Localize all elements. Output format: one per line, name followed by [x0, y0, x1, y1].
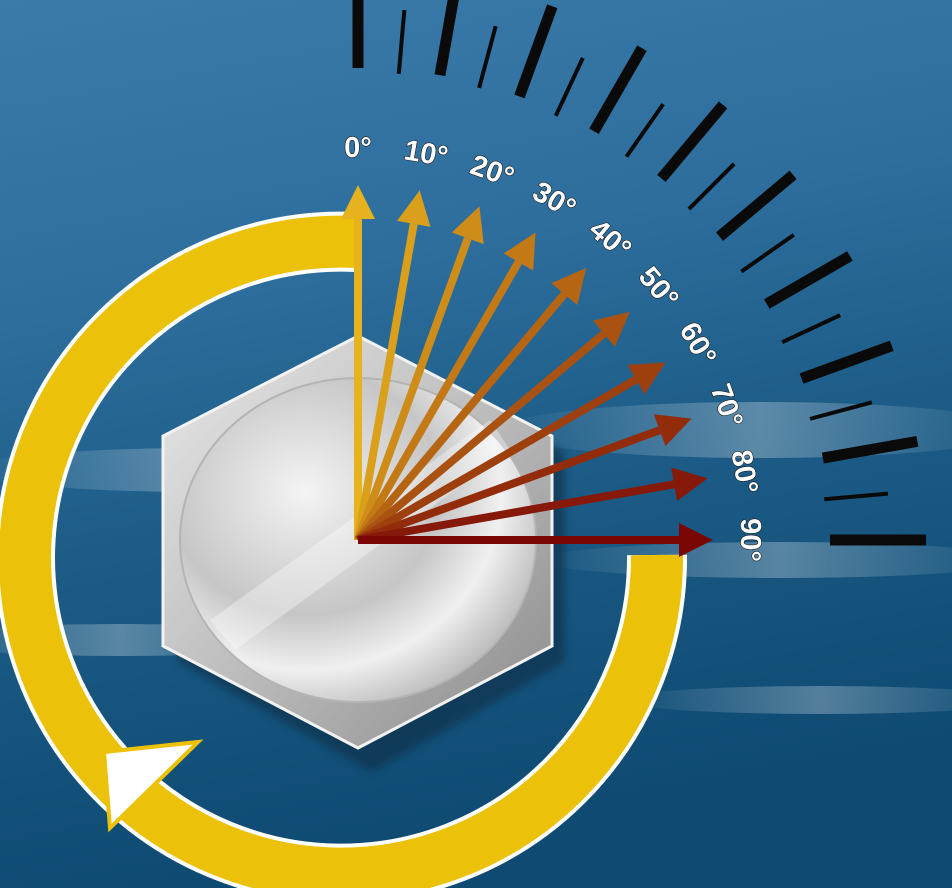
angle-arrow-90: [358, 523, 713, 557]
minor-tick-mark: [624, 103, 665, 158]
angle-scale-ticks: [352, 0, 926, 546]
minor-tick-mark: [477, 25, 498, 89]
major-tick-mark: [716, 170, 797, 241]
angle-arrow-40: [354, 268, 587, 543]
angle-arrow-20: [354, 206, 484, 542]
minor-tick-mark: [781, 313, 842, 345]
major-tick-mark: [799, 340, 894, 384]
angle-arrows: [341, 185, 713, 557]
angle-arrow-50: [355, 311, 630, 544]
clockwise-rotation-arrow-icon: [101, 739, 204, 833]
minor-tick-mark: [824, 491, 889, 502]
angle-arrow-0: [341, 185, 375, 540]
rotation-ring: [0, 211, 688, 888]
minor-tick-mark: [809, 400, 873, 421]
angle-arrow-70: [356, 414, 692, 544]
minor-tick-mark: [553, 56, 585, 117]
major-tick-mark: [764, 251, 853, 309]
minor-tick-mark: [396, 9, 407, 74]
angle-arrow-80: [357, 467, 708, 544]
major-tick-mark: [514, 4, 558, 99]
angle-arrow-60: [355, 362, 666, 544]
angle-label-80: 80°: [724, 448, 763, 497]
angle-arrow-10: [354, 190, 431, 541]
angle-label-0: 0°: [344, 132, 372, 164]
major-tick-mark: [657, 101, 728, 182]
major-tick-mark: [434, 0, 459, 77]
minor-tick-mark: [687, 162, 736, 211]
angle-arrow-30: [354, 232, 536, 543]
angle-label-10: 10°: [402, 134, 451, 173]
major-tick-mark: [589, 45, 647, 134]
major-tick-mark: [821, 435, 919, 464]
angle-label-90: 90°: [734, 518, 766, 562]
minor-tick-mark: [740, 233, 795, 274]
